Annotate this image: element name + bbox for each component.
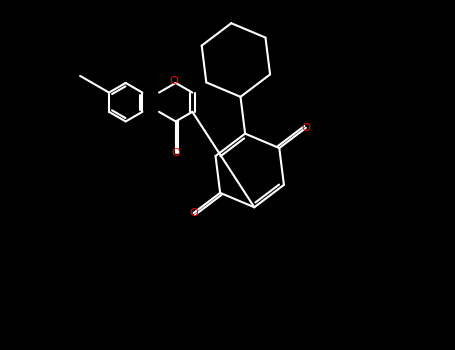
Text: O: O (172, 148, 180, 158)
Text: O: O (302, 123, 310, 133)
Text: O: O (170, 76, 178, 86)
Text: O: O (189, 208, 198, 218)
